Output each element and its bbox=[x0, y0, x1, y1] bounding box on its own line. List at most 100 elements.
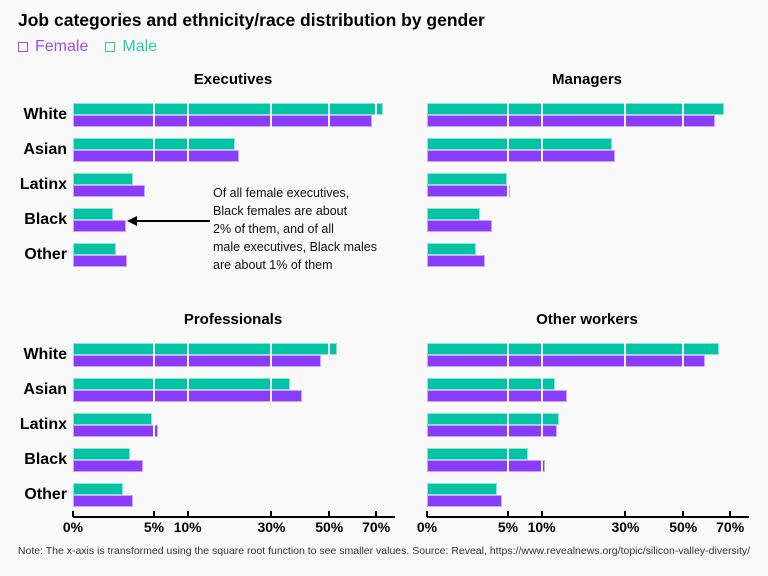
category-label: Latinx bbox=[19, 176, 67, 193]
gridline bbox=[270, 343, 273, 507]
axis-tick-label: 30% bbox=[257, 519, 286, 535]
gridline bbox=[328, 103, 331, 267]
legend-item-female: Female bbox=[18, 38, 88, 56]
annotation-arrow-head-icon bbox=[127, 216, 137, 226]
bar-male bbox=[427, 448, 528, 460]
category-label: Latinx bbox=[19, 416, 67, 433]
bar-male bbox=[73, 483, 123, 495]
category-label: Asian bbox=[23, 141, 67, 158]
legend-female-label: Female bbox=[35, 38, 89, 55]
gridline bbox=[624, 343, 627, 507]
bar-male bbox=[427, 378, 555, 390]
gridline bbox=[186, 103, 189, 267]
category-label: Other bbox=[24, 246, 67, 263]
category-label: Other bbox=[24, 486, 67, 503]
bar-male bbox=[427, 138, 612, 150]
bar-male bbox=[73, 343, 337, 355]
gridline bbox=[507, 103, 510, 267]
category-label: Black bbox=[24, 211, 67, 228]
bar-female bbox=[427, 425, 557, 437]
bar-female bbox=[427, 255, 486, 267]
axis-tick bbox=[375, 511, 378, 517]
bar-male bbox=[73, 173, 133, 185]
gridline bbox=[153, 103, 156, 267]
gridline bbox=[507, 343, 510, 507]
category-label: White bbox=[23, 346, 67, 363]
axis-tick bbox=[328, 511, 331, 517]
gridline bbox=[375, 103, 378, 267]
bar-female bbox=[73, 185, 145, 197]
axis-tick-label: 0% bbox=[62, 519, 84, 535]
legend-male-label: Male bbox=[122, 38, 158, 55]
gridline bbox=[540, 343, 543, 507]
gridline bbox=[186, 343, 189, 507]
legend-male-swatch-icon bbox=[105, 42, 116, 52]
gridline bbox=[624, 103, 627, 267]
annotation-line: 2% of them, and of all bbox=[213, 222, 334, 236]
bar-male bbox=[73, 243, 116, 255]
axis-tick-label: 70% bbox=[716, 519, 745, 535]
bar-male bbox=[427, 243, 476, 255]
axis-tick-label: 10% bbox=[527, 519, 556, 535]
annotation-line: Of all female executives, bbox=[213, 186, 350, 200]
axis-tick bbox=[426, 511, 428, 517]
panel-title: Other workers bbox=[536, 311, 638, 328]
panel-title: Executives bbox=[193, 71, 273, 88]
x-axis bbox=[73, 516, 395, 518]
bar-female bbox=[427, 115, 715, 127]
axis-tick-label: 50% bbox=[315, 519, 344, 535]
category-label: Black bbox=[24, 451, 67, 468]
axis-tick bbox=[72, 511, 74, 517]
annotation-arrow-line bbox=[136, 220, 210, 222]
annotation-line: Black females are about bbox=[213, 204, 348, 218]
axis-tick bbox=[682, 511, 685, 517]
category-label: Asian bbox=[23, 381, 67, 398]
axis-tick bbox=[153, 511, 156, 517]
bar-female bbox=[73, 115, 372, 127]
axis-tick bbox=[729, 511, 732, 517]
axis-tick-label: 10% bbox=[173, 519, 202, 535]
bar-male bbox=[427, 343, 720, 355]
category-label: White bbox=[23, 106, 67, 123]
gridline bbox=[682, 103, 685, 267]
gridline bbox=[729, 103, 732, 267]
bar-male bbox=[427, 208, 480, 220]
gridline bbox=[540, 103, 543, 267]
gridline bbox=[375, 343, 378, 507]
legend: Female Male bbox=[18, 38, 157, 56]
gridline bbox=[328, 343, 331, 507]
bar-female bbox=[427, 220, 492, 232]
panel-title: Managers bbox=[551, 71, 623, 88]
annotation-line: are about 1% of them bbox=[213, 258, 333, 272]
bar-female bbox=[427, 185, 511, 197]
axis-tick bbox=[624, 511, 627, 517]
bar-female bbox=[427, 390, 568, 402]
gridline bbox=[682, 343, 685, 507]
bar-female bbox=[427, 460, 545, 472]
annotation: Of all female executives, Black females … bbox=[213, 184, 377, 274]
bar-male bbox=[427, 413, 559, 425]
bar-female bbox=[73, 425, 158, 437]
bar-female bbox=[73, 150, 240, 162]
axis-tick bbox=[540, 511, 543, 517]
legend-female-swatch-icon bbox=[18, 42, 28, 52]
bar-male bbox=[73, 208, 113, 220]
axis-tick-label: 30% bbox=[611, 519, 640, 535]
axis-tick bbox=[270, 511, 273, 517]
bar-female bbox=[427, 150, 616, 162]
bar-female bbox=[427, 495, 503, 507]
panel-title: Professionals bbox=[183, 311, 283, 328]
footnote: Note: The x-axis is transformed using th… bbox=[17, 545, 751, 557]
bar-male bbox=[427, 483, 497, 495]
legend-item-male: Male bbox=[105, 38, 157, 56]
axis-tick-label: 5% bbox=[497, 519, 519, 535]
bar-male bbox=[73, 413, 152, 425]
bar-female bbox=[427, 355, 706, 367]
bar-male bbox=[427, 173, 508, 185]
gridline bbox=[729, 343, 732, 507]
axis-tick bbox=[186, 511, 189, 517]
bar-female bbox=[73, 495, 133, 507]
axis-tick-label: 70% bbox=[362, 519, 391, 535]
x-axis bbox=[427, 516, 749, 518]
